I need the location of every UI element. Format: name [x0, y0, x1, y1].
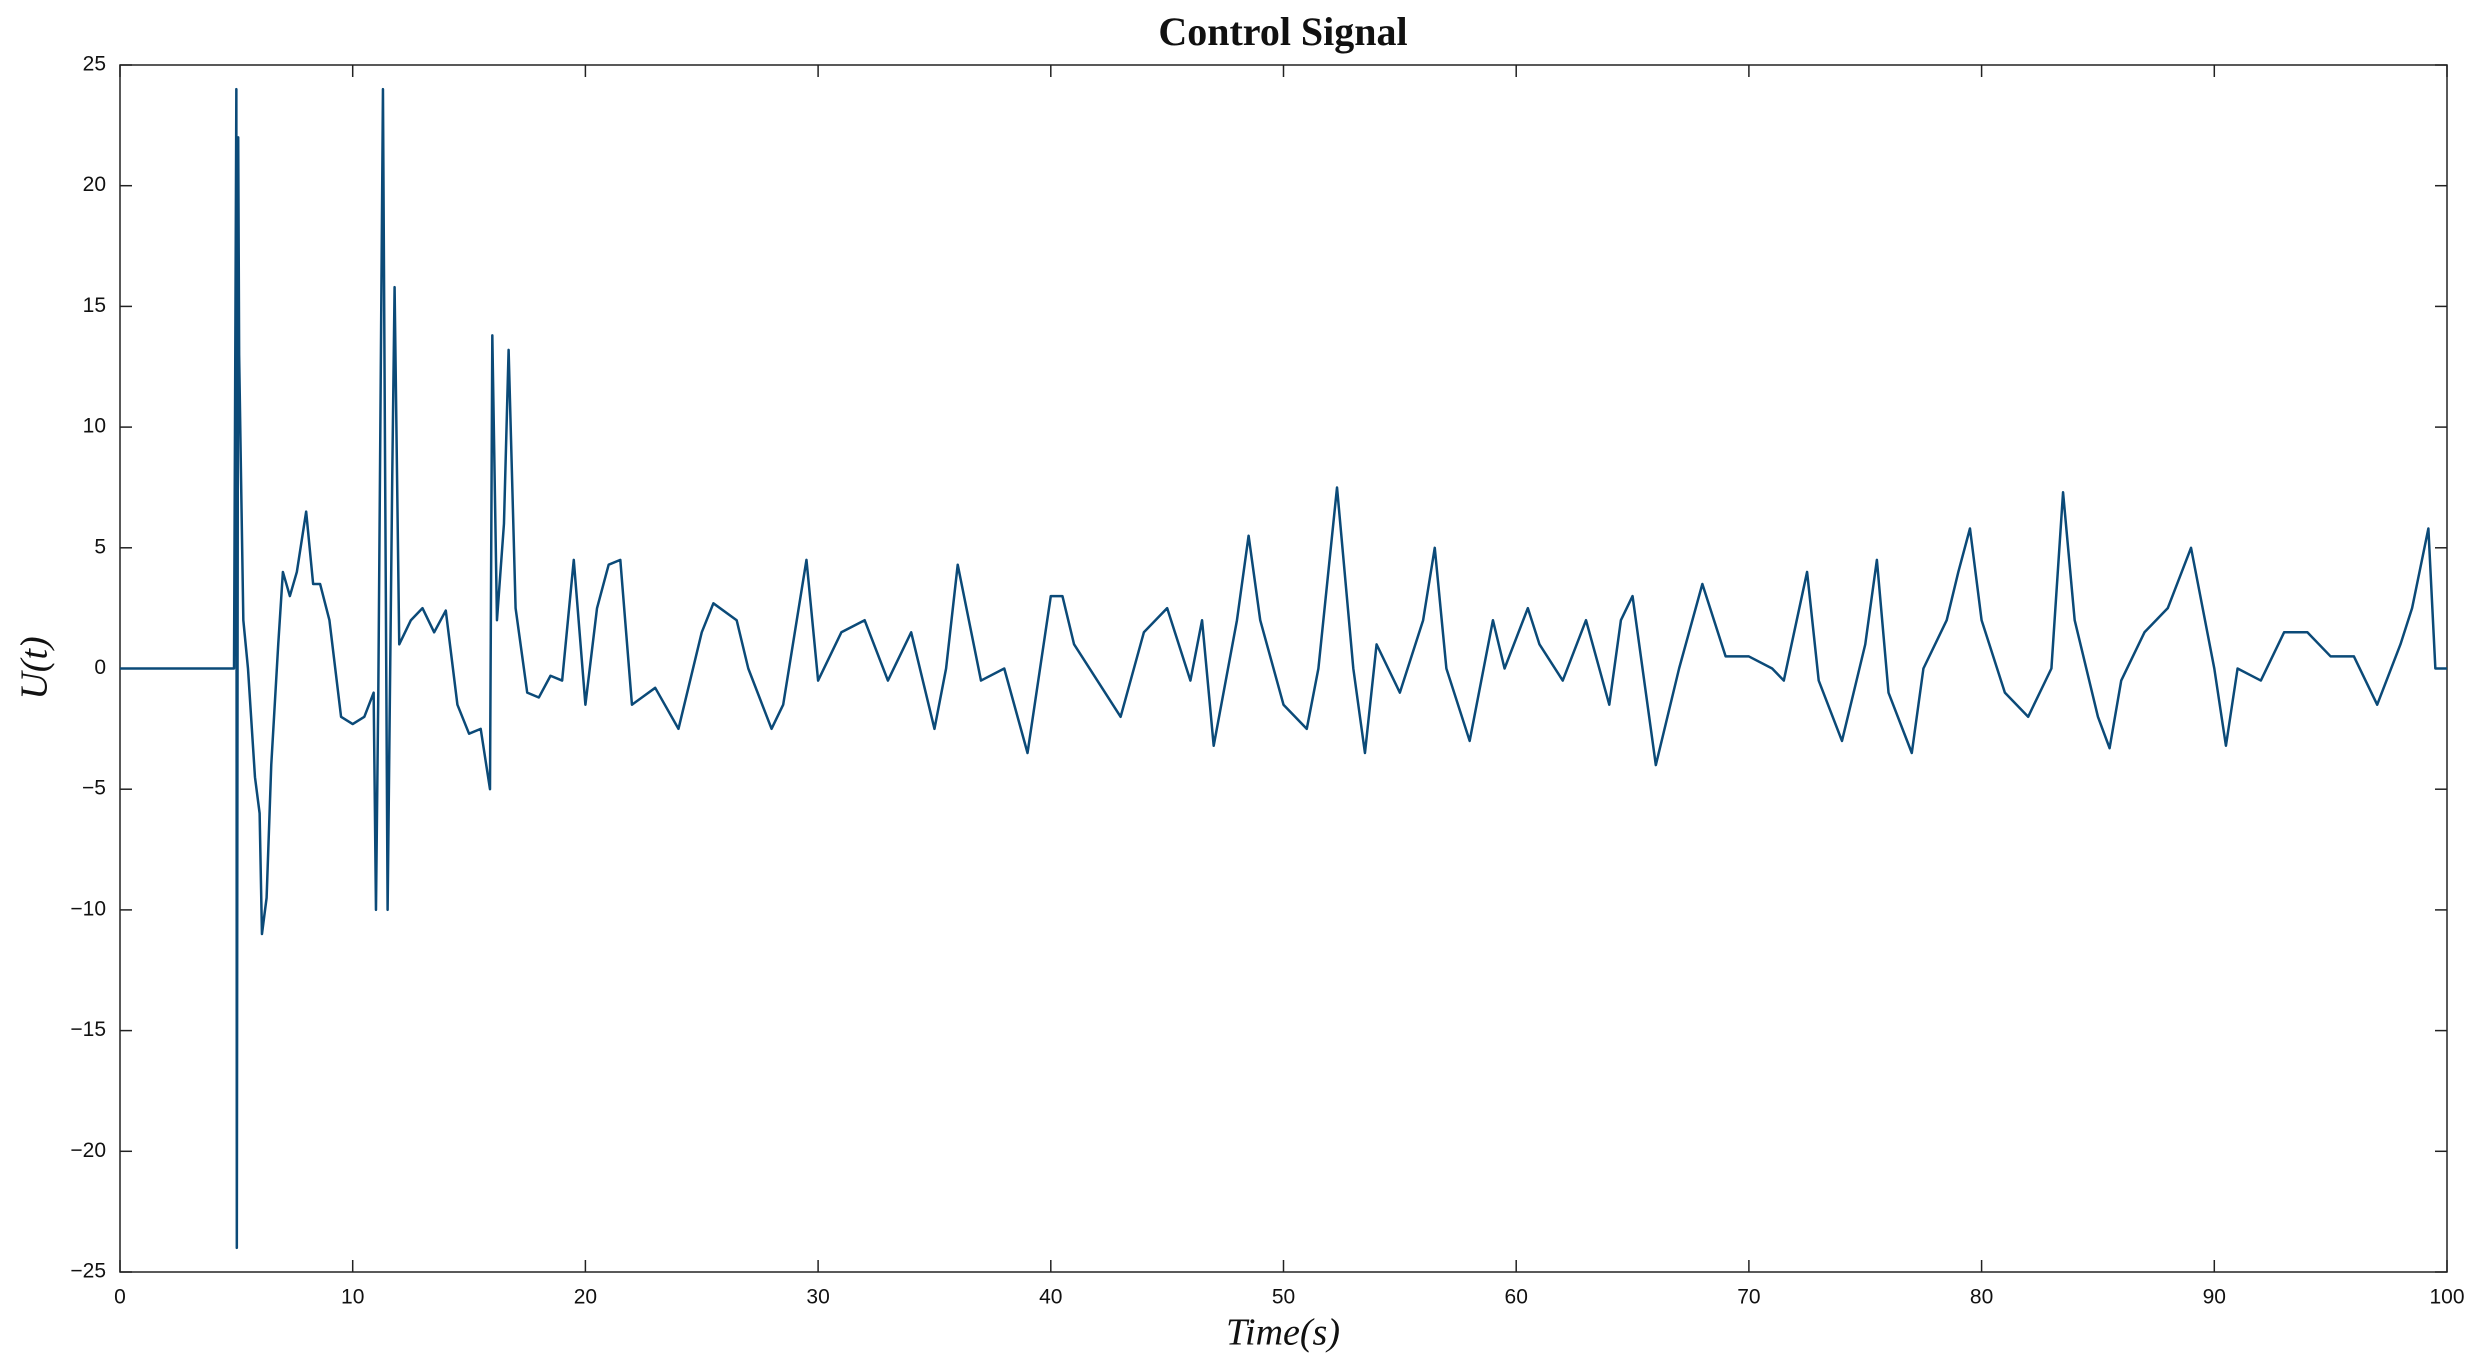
x-tick-label: 20	[574, 1286, 597, 1309]
x-axis-label: Time(s)	[1226, 1312, 1340, 1354]
x-tick-label: 10	[341, 1286, 364, 1309]
y-tick-label: −20	[70, 1139, 106, 1162]
y-tick-label: −25	[70, 1260, 106, 1283]
y-tick-label: 5	[94, 535, 106, 558]
y-tick-label: 10	[83, 415, 106, 438]
x-tick-label: 0	[114, 1286, 126, 1309]
x-tick-label: 30	[806, 1286, 829, 1309]
y-tick-label: 15	[83, 294, 106, 317]
y-tick-label: −15	[70, 1018, 106, 1041]
x-tick-label: 50	[1272, 1286, 1295, 1309]
y-tick-label: −10	[70, 897, 106, 920]
y-tick-label: 25	[83, 53, 106, 76]
x-tick-label: 40	[1039, 1286, 1062, 1309]
signal-line	[120, 87, 2447, 1250]
plot-frame	[119, 64, 2448, 1273]
y-tick-label: 20	[83, 173, 106, 196]
y-axis-label: U(t)	[14, 636, 56, 699]
x-tick-label: 60	[1505, 1286, 1528, 1309]
y-tick-label: −5	[82, 777, 106, 800]
chart-title: Control Signal	[1158, 9, 1407, 54]
x-tick-label: 70	[1737, 1286, 1760, 1309]
x-tick-label: 100	[2429, 1286, 2464, 1309]
x-tick-label: 90	[2203, 1286, 2226, 1309]
x-tick-label: 80	[1970, 1286, 1993, 1309]
y-tick-label: 0	[94, 656, 106, 679]
